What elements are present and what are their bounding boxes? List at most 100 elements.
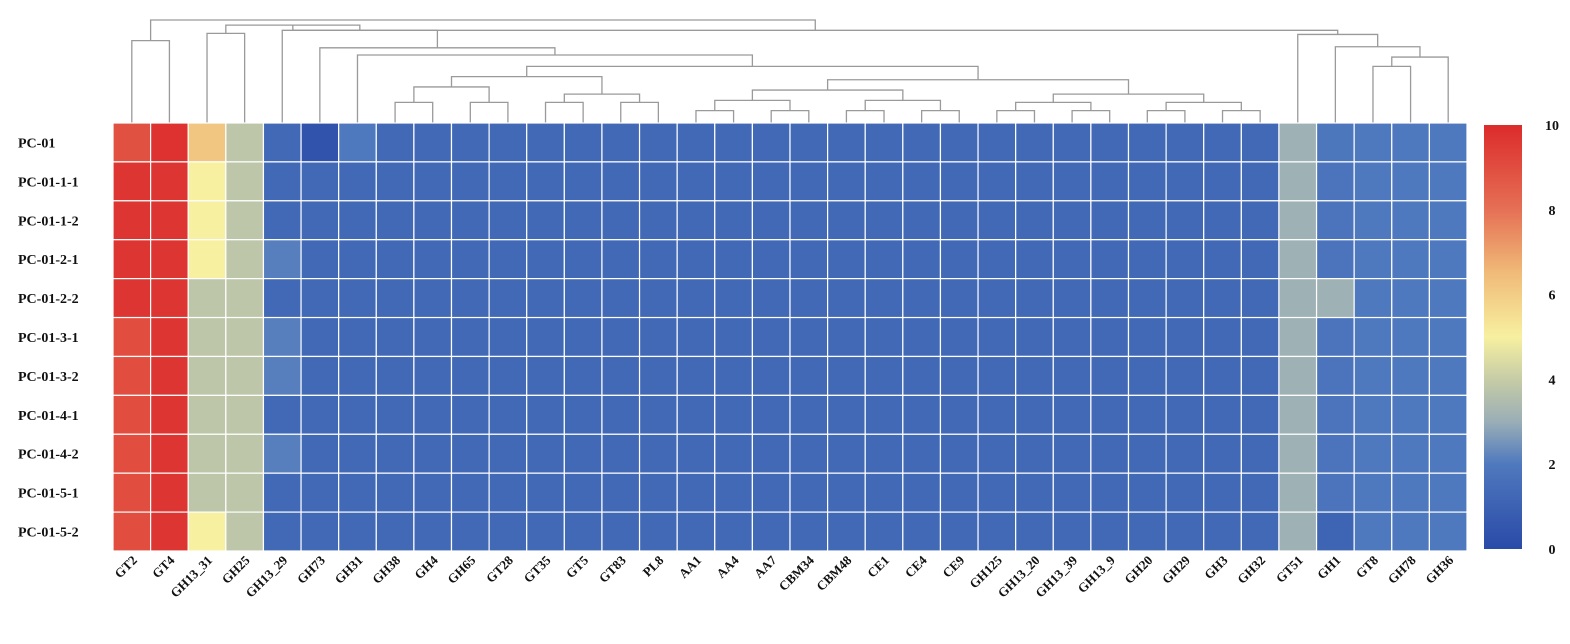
heatmap-cell [150, 278, 189, 319]
dendrogram-link [770, 109, 810, 123]
column-label: GH4 [411, 552, 441, 582]
heatmap-cell [827, 355, 866, 396]
heatmap-cell [1278, 278, 1318, 319]
heatmap-cell [1315, 239, 1355, 280]
heatmap-cell [864, 239, 904, 280]
dendrogram-link [1015, 101, 1092, 111]
heatmap-cell [225, 161, 265, 202]
column-label: GH38 [369, 552, 403, 586]
heatmap-cell [563, 316, 603, 358]
heatmap-cell [413, 122, 453, 163]
dendrogram-link [620, 101, 660, 123]
heatmap-cell [187, 355, 227, 396]
heatmap-cell [413, 239, 453, 280]
heatmap-cell [1391, 511, 1430, 552]
heatmap-cell [262, 200, 302, 241]
heatmap-cell [1015, 394, 1054, 435]
heatmap-cell [751, 316, 791, 358]
heatmap-cell [638, 122, 678, 163]
heatmap-cell [1015, 433, 1054, 474]
heatmap-cell [1278, 316, 1318, 358]
heatmap-cell [300, 278, 340, 319]
heatmap-cell [1278, 355, 1318, 396]
heatmap-cell [563, 161, 603, 202]
legend-tick-label: 0 [1549, 543, 1556, 558]
heatmap-cell [1203, 316, 1242, 358]
heatmap-cell [375, 161, 415, 202]
heatmap-cell [1353, 278, 1393, 319]
heatmap-cell [225, 394, 265, 435]
heatmap-cell [1353, 239, 1393, 280]
heatmap-cell [1090, 316, 1130, 358]
heatmap-cell [150, 122, 189, 163]
heatmap-cell [150, 394, 189, 435]
heatmap-cell [1090, 200, 1130, 241]
column-label: GT28 [483, 552, 516, 585]
heatmap-cell [150, 433, 189, 474]
heatmap-cell [300, 472, 340, 513]
row-label: PC-01-5-1 [18, 487, 79, 502]
color-legend: 0 2 4 6 8 10 [1484, 119, 1559, 558]
legend-tick-label: 10 [1545, 119, 1559, 134]
legend-tick-label: 2 [1549, 458, 1556, 473]
legend-tick-label: 8 [1549, 204, 1556, 219]
heatmap-cell [488, 278, 528, 319]
heatmap-cell [827, 433, 866, 474]
heatmap-cell [450, 355, 490, 396]
heatmap-cell [375, 122, 415, 163]
heatmap-cell [1203, 355, 1242, 396]
heatmap-cell [150, 161, 189, 202]
heatmap-cell [225, 511, 265, 552]
heatmap-cell [751, 239, 791, 280]
heatmap-cell [1052, 394, 1092, 435]
heatmap-cell [1240, 394, 1280, 435]
heatmap-cell [939, 161, 979, 202]
heatmap-cell [488, 316, 528, 358]
row-label: PC-01-4-1 [18, 409, 79, 424]
heatmap-cell [638, 200, 678, 241]
column-label: GH3 [1201, 552, 1231, 582]
heatmap-cell [338, 278, 377, 319]
heatmap-cell [714, 394, 753, 435]
heatmap-cell [714, 472, 753, 513]
heatmap-cell [977, 122, 1017, 163]
heatmap-cell [1428, 161, 1468, 202]
heatmap-cell [413, 355, 453, 396]
heatmap-cell [601, 511, 641, 552]
heatmap-cell [488, 511, 528, 552]
heatmap-cell [977, 394, 1017, 435]
heatmap-cell [601, 278, 641, 319]
heatmap-cell [1052, 472, 1092, 513]
heatmap-cell [1240, 239, 1280, 280]
heatmap-cell [601, 472, 641, 513]
column-label: GH20 [1121, 553, 1155, 587]
heatmap-cell [789, 200, 829, 241]
heatmap-cell [413, 200, 453, 241]
heatmap-cell [1203, 394, 1242, 435]
heatmap-cell [526, 316, 565, 358]
heatmap-cell [601, 200, 641, 241]
heatmap-cell [1278, 122, 1318, 163]
heatmap-cell [563, 511, 603, 552]
heatmap-cell [977, 239, 1017, 280]
heatmap-cell [375, 239, 415, 280]
heatmap-cell [1203, 200, 1242, 241]
heatmap-cell [338, 122, 377, 163]
heatmap-cell [789, 122, 829, 163]
heatmap-cell [902, 472, 942, 513]
heatmap-cell [563, 433, 603, 474]
heatmap-cell [1127, 433, 1167, 474]
heatmap-cell [1315, 316, 1355, 358]
heatmap-cell [1052, 355, 1092, 396]
heatmap-cell [187, 511, 227, 552]
column-label: GH65 [444, 552, 478, 586]
heatmap-cell [1165, 122, 1205, 163]
heatmap-cell [112, 511, 152, 552]
heatmap-cell [789, 472, 829, 513]
heatmap-cell [1391, 394, 1430, 435]
heatmap-cell [338, 239, 377, 280]
heatmap-cell [1353, 511, 1393, 552]
heatmap-cell [450, 394, 490, 435]
heatmap-cell [225, 355, 265, 396]
legend-color-bar [1484, 125, 1522, 549]
